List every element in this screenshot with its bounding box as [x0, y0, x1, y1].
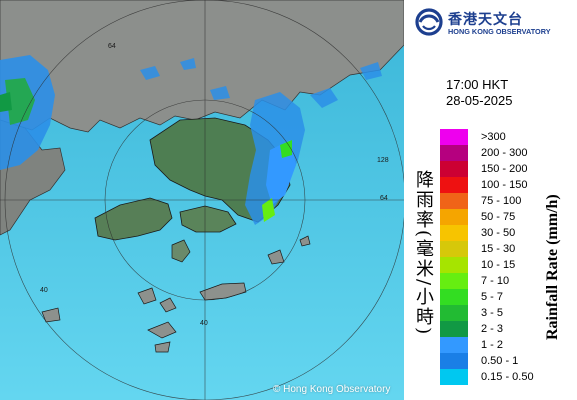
legend-swatches — [440, 129, 468, 385]
legend-labels: >300 200 - 300 150 - 200 100 - 150 75 - 100 5… — [481, 129, 534, 385]
legend-swatch — [440, 273, 468, 289]
legend-swatch — [440, 289, 468, 305]
legend-label: 30 - 50 — [481, 227, 516, 239]
info-panel: 香港天文台 HONG KONG OBSERVATORY 17:00 HKT 28… — [404, 0, 577, 400]
legend-swatch — [440, 145, 468, 161]
legend-label: 200 - 300 — [481, 147, 528, 159]
legend-swatch — [440, 305, 468, 321]
ring-label: 40 — [40, 287, 48, 294]
legend-label: >300 — [481, 131, 506, 143]
legend-label: 7 - 10 — [481, 275, 510, 287]
legend-label: 150 - 200 — [481, 163, 528, 175]
outlying-islands — [41, 235, 311, 353]
ring-label: 64 — [380, 195, 388, 202]
legend-swatch — [440, 321, 468, 337]
legend-swatch — [440, 369, 468, 385]
legend-label: 15 - 30 — [481, 243, 516, 255]
legend-swatch — [440, 129, 468, 145]
lamma-island — [171, 239, 191, 263]
legend-swatch — [440, 257, 468, 273]
radar-time: 17:00 HKT — [446, 77, 509, 92]
hong-kong-island — [179, 205, 237, 233]
legend-label: 5 - 7 — [481, 291, 504, 303]
radar-map: 64 128 64 40 40 © Hong Kong Observatory — [0, 0, 404, 400]
legend-swatch — [440, 353, 468, 369]
radar-map-canvas: 64 128 64 40 40 — [0, 0, 404, 400]
copyright-notice: © Hong Kong Observatory — [273, 384, 391, 395]
legend-swatch — [440, 209, 468, 225]
hko-logo[interactable]: 香港天文台 HONG KONG OBSERVATORY — [414, 8, 574, 36]
radar-date: 28-05-2025 — [446, 93, 513, 108]
lantau-island — [94, 197, 173, 241]
legend-label: 2 - 3 — [481, 323, 504, 335]
logo-chinese-name: 香港天文台 — [448, 11, 523, 27]
legend-swatch — [440, 161, 468, 177]
legend-label: 50 - 75 — [481, 211, 516, 223]
ring-label: 128 — [377, 157, 389, 164]
legend-title-chinese: 降雨率(毫米/小時) — [413, 170, 434, 337]
hko-logo-icon — [415, 8, 443, 36]
legend-title-english: Rainfall Rate (mm/h) — [544, 194, 561, 341]
legend-label: 3 - 5 — [481, 307, 504, 319]
ring-labels: 64 128 64 40 40 — [40, 43, 389, 327]
legend-swatch — [440, 177, 468, 193]
legend-label: 1 - 2 — [481, 339, 504, 351]
legend-label: 0.15 - 0.50 — [481, 371, 534, 383]
legend-swatch — [440, 241, 468, 257]
legend-label: 10 - 15 — [481, 259, 516, 271]
ring-label: 40 — [200, 320, 208, 327]
legend-swatch — [440, 337, 468, 353]
legend-label: 75 - 100 — [481, 195, 522, 207]
range-rings — [0, 0, 404, 400]
legend-label: 0.50 - 1 — [481, 355, 519, 367]
legend-swatch — [440, 193, 468, 209]
legend-label: 100 - 150 — [481, 179, 528, 191]
ring-label: 64 — [108, 43, 116, 50]
logo-english-name: HONG KONG OBSERVATORY — [448, 27, 551, 36]
legend-swatch — [440, 225, 468, 241]
